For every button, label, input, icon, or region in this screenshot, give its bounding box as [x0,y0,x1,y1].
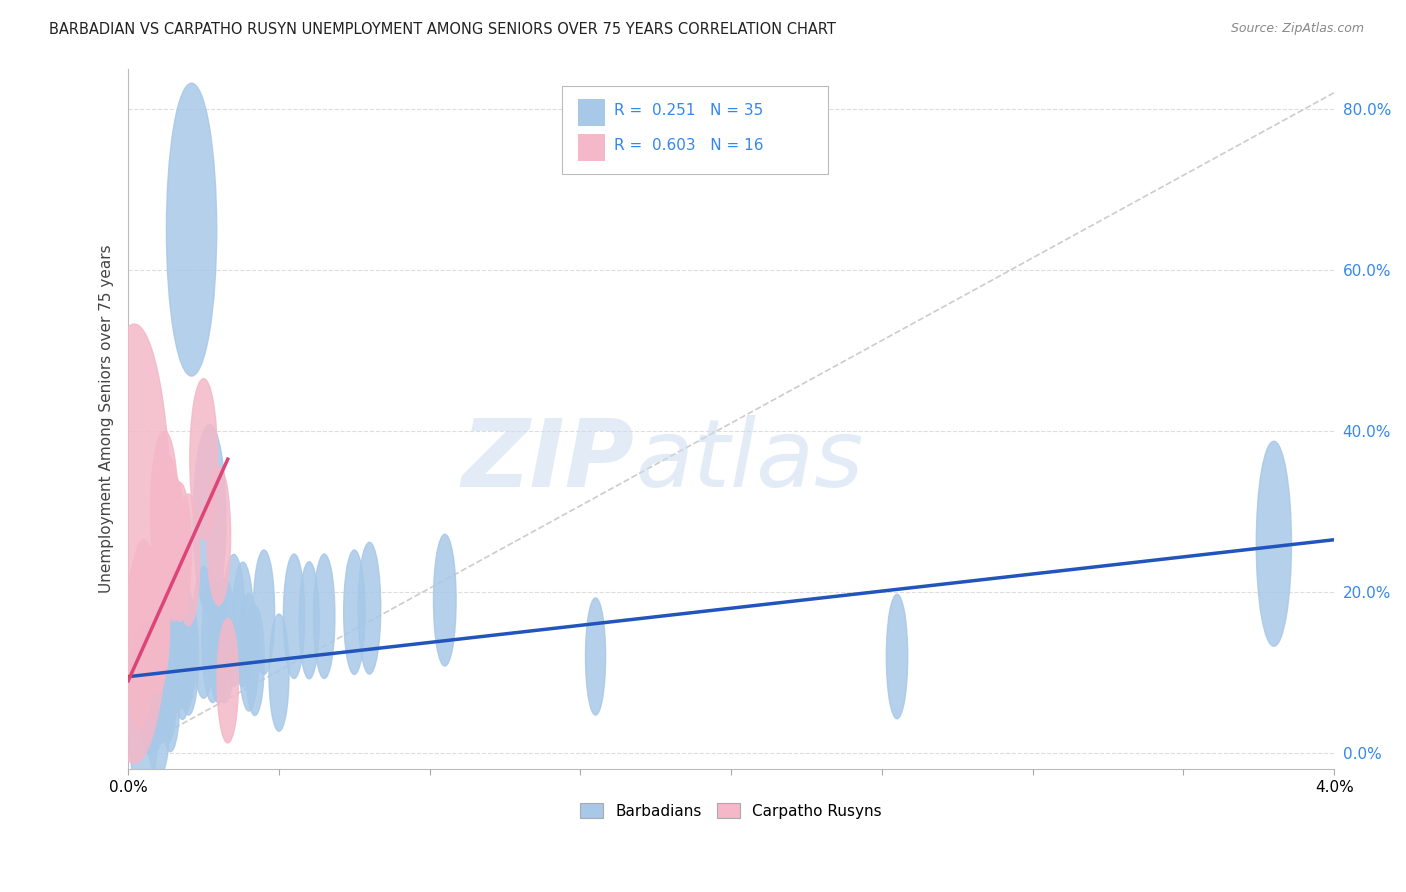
Ellipse shape [167,563,193,710]
Ellipse shape [138,623,160,755]
Ellipse shape [163,578,184,703]
Text: BARBADIAN VS CARPATHO RUSYN UNEMPLOYMENT AMONG SENIORS OVER 75 YEARS CORRELATION: BARBADIAN VS CARPATHO RUSYN UNEMPLOYMENT… [49,22,837,37]
Ellipse shape [253,550,274,674]
Ellipse shape [179,598,198,715]
Text: R =  0.251   N = 35: R = 0.251 N = 35 [614,103,763,118]
FancyBboxPatch shape [578,135,605,161]
Ellipse shape [433,534,456,666]
Ellipse shape [193,425,226,615]
Ellipse shape [202,578,224,703]
Ellipse shape [148,558,170,690]
Ellipse shape [214,578,235,703]
Ellipse shape [359,542,381,674]
Ellipse shape [222,555,245,686]
Ellipse shape [145,570,166,695]
Ellipse shape [166,586,187,703]
Ellipse shape [129,540,157,701]
Ellipse shape [190,378,218,540]
Ellipse shape [1257,442,1292,647]
Ellipse shape [207,467,231,606]
Ellipse shape [141,546,163,678]
Ellipse shape [299,562,319,679]
Text: Source: ZipAtlas.com: Source: ZipAtlas.com [1230,22,1364,36]
Y-axis label: Unemployment Among Seniors over 75 years: Unemployment Among Seniors over 75 years [100,244,114,593]
Ellipse shape [162,642,180,752]
Text: atlas: atlas [634,416,863,507]
Ellipse shape [886,594,908,719]
Ellipse shape [134,555,159,702]
Ellipse shape [269,614,290,731]
Ellipse shape [177,494,200,626]
Ellipse shape [153,455,181,616]
Ellipse shape [166,83,217,376]
Ellipse shape [246,606,264,715]
Ellipse shape [208,586,229,703]
Ellipse shape [232,562,253,687]
Ellipse shape [150,618,172,743]
Text: ZIP: ZIP [461,415,634,507]
Ellipse shape [167,483,191,622]
Ellipse shape [160,475,186,621]
Ellipse shape [146,632,172,778]
Ellipse shape [193,566,215,698]
Text: R =  0.603   N = 16: R = 0.603 N = 16 [614,138,763,153]
Ellipse shape [97,324,172,764]
Ellipse shape [217,618,239,743]
Ellipse shape [314,554,335,679]
FancyBboxPatch shape [578,99,605,126]
Ellipse shape [128,625,159,801]
Ellipse shape [157,626,177,743]
Ellipse shape [145,634,166,751]
Legend: Barbadians, Carpatho Rusyns: Barbadians, Carpatho Rusyns [574,797,889,825]
Ellipse shape [150,431,179,592]
Ellipse shape [343,550,366,674]
Ellipse shape [239,594,259,711]
Ellipse shape [174,586,197,711]
FancyBboxPatch shape [562,86,828,174]
Ellipse shape [125,552,156,728]
Ellipse shape [173,609,193,720]
Ellipse shape [284,554,305,679]
Ellipse shape [153,607,176,739]
Ellipse shape [138,547,162,686]
Ellipse shape [585,598,606,715]
